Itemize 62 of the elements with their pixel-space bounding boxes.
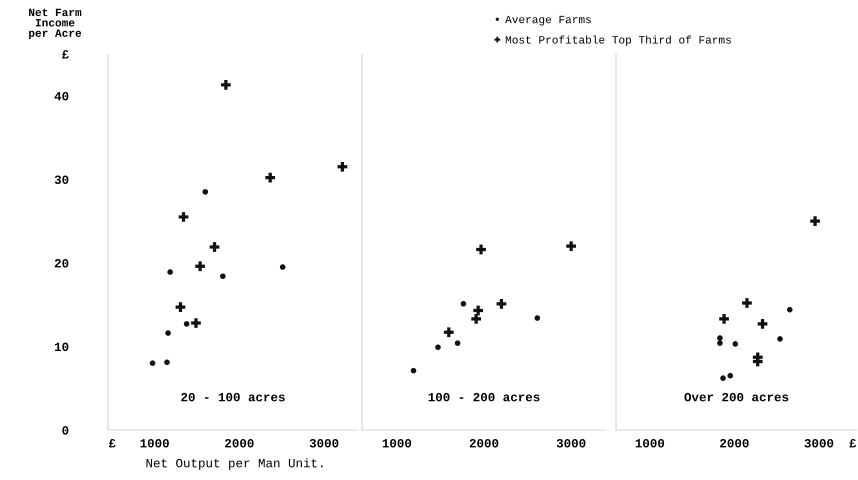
point xyxy=(742,298,752,308)
point xyxy=(191,318,201,328)
point xyxy=(220,273,226,280)
point xyxy=(210,242,220,252)
point xyxy=(164,360,170,366)
point xyxy=(202,189,208,195)
point xyxy=(717,340,723,346)
x-tick-label: 3000 xyxy=(556,439,586,448)
point xyxy=(786,306,793,312)
point xyxy=(727,372,734,378)
point xyxy=(221,80,231,90)
point xyxy=(265,172,276,183)
point xyxy=(165,330,171,336)
x-tick-label: 3000 xyxy=(310,439,338,448)
y-tick-label: 20 xyxy=(54,259,68,268)
point xyxy=(473,306,484,316)
point xyxy=(476,244,486,254)
point xyxy=(410,368,416,374)
point xyxy=(758,319,768,329)
annotation: Over 200 acres xyxy=(684,392,788,402)
y-tick-label: 40 xyxy=(54,92,68,100)
x-tick-label: 2000 xyxy=(225,439,254,448)
y-tick-label: 0 xyxy=(62,426,68,435)
point xyxy=(454,340,460,346)
point xyxy=(717,335,723,341)
point xyxy=(167,269,173,275)
annotation: 20 - 100 acres xyxy=(181,392,285,402)
y-tick-label: £ xyxy=(62,50,69,59)
x-tick-label: £ xyxy=(849,439,856,448)
point xyxy=(176,302,186,312)
point xyxy=(184,321,190,327)
point xyxy=(732,341,738,347)
point xyxy=(810,216,820,226)
point xyxy=(460,301,466,307)
y-axis-title: Net Farm Income per Acre xyxy=(29,8,82,40)
point xyxy=(777,336,783,342)
point xyxy=(720,375,726,381)
x-tick-label: 2000 xyxy=(470,439,498,448)
point xyxy=(719,314,729,324)
point xyxy=(150,360,156,366)
legend-label: Average Farms xyxy=(505,16,591,26)
annotation: 100 - 200 acres xyxy=(428,392,540,402)
x-tick-label: 1000 xyxy=(636,439,664,448)
x-tick-label: £ xyxy=(108,439,116,448)
y-tick-label: 30 xyxy=(54,176,68,184)
point xyxy=(534,315,540,321)
point xyxy=(435,344,441,350)
point xyxy=(496,298,506,309)
point xyxy=(471,314,482,324)
x-tick-label: 1000 xyxy=(140,439,169,448)
x-tick-label: 2000 xyxy=(720,439,749,448)
point xyxy=(338,162,348,172)
point xyxy=(178,212,188,222)
point xyxy=(566,241,576,252)
point xyxy=(444,327,454,338)
x-tick-label: 3000 xyxy=(804,439,834,448)
point xyxy=(280,264,286,270)
y-tick-label: 10 xyxy=(54,342,68,352)
point xyxy=(195,261,205,272)
legend-label: Most Profitable Top Third of Farms xyxy=(506,35,731,46)
x-tick-label: 1000 xyxy=(382,439,412,448)
x-axis-title: Net Output per Man Unit. xyxy=(146,458,322,470)
